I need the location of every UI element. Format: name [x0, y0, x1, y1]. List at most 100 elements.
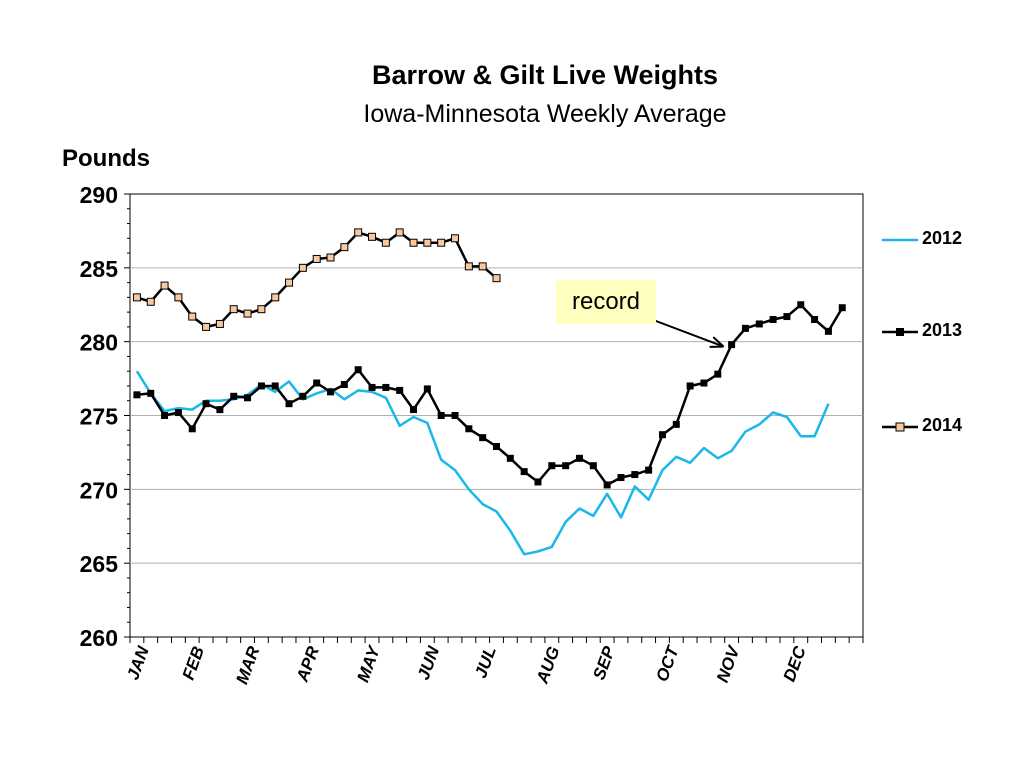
record-annotation: record — [556, 280, 656, 324]
series-line-2013 — [136, 303, 844, 487]
data-point-2013 — [548, 462, 556, 470]
data-point-2014 — [243, 309, 252, 318]
data-point-2013 — [797, 301, 805, 309]
data-point-2013 — [506, 454, 514, 462]
data-point-2013 — [783, 313, 791, 321]
data-point-2013 — [354, 366, 362, 374]
data-point-2013 — [658, 431, 666, 439]
data-point-2014 — [285, 278, 294, 287]
data-point-2013 — [575, 454, 583, 462]
data-point-2013 — [451, 412, 459, 419]
legend-label-2013: 2013 — [922, 320, 963, 340]
data-point-2014 — [188, 312, 197, 321]
data-point-2013 — [368, 383, 376, 391]
y-tick-label: 260 — [80, 625, 118, 651]
x-month-label: AUG — [532, 644, 563, 687]
data-point-2013 — [700, 379, 708, 387]
data-point-2013 — [479, 434, 487, 442]
data-point-2013 — [423, 385, 431, 393]
y-tick-label: 275 — [80, 404, 119, 430]
y-tick-label: 270 — [80, 477, 118, 503]
data-point-2013 — [382, 383, 390, 391]
data-point-2013 — [188, 425, 196, 433]
series-line-2012 — [135, 370, 830, 556]
x-month-label: JUL — [471, 644, 500, 681]
data-point-2014 — [202, 322, 211, 331]
x-month-label: MAY — [353, 642, 384, 684]
data-point-2014 — [312, 254, 321, 263]
data-point-2014 — [146, 297, 155, 306]
data-point-2014 — [464, 262, 473, 271]
legend-item-2013: 2013 — [880, 320, 1020, 344]
data-point-2013 — [410, 406, 418, 414]
legend-swatch-2014 — [882, 422, 918, 432]
data-point-2014 — [298, 263, 307, 272]
data-point-2014 — [492, 274, 501, 283]
data-point-2014 — [340, 243, 349, 252]
data-point-2013 — [285, 400, 293, 408]
data-point-2013 — [396, 386, 404, 394]
y-tick-label: 290 — [80, 182, 118, 208]
data-point-2014 — [437, 238, 446, 247]
data-point-2013 — [216, 406, 224, 414]
data-point-2014 — [174, 293, 183, 302]
annotation-arrowhead — [709, 336, 725, 348]
data-point-2013 — [147, 389, 155, 397]
data-point-2013 — [714, 370, 722, 378]
data-point-2013 — [838, 304, 846, 312]
data-point-2014 — [354, 228, 363, 237]
data-point-2013 — [244, 394, 252, 402]
y-tick-label: 280 — [80, 330, 118, 356]
y-tick-label: 265 — [80, 551, 119, 577]
data-point-2013 — [257, 382, 265, 390]
data-point-2013 — [271, 382, 279, 390]
legend-item-2012: 2012 — [880, 228, 1020, 252]
x-month-label: DEC — [780, 643, 810, 684]
data-point-2013 — [672, 420, 680, 428]
data-point-2014 — [368, 232, 377, 241]
data-point-2013 — [645, 466, 653, 474]
x-month-label: SEP — [589, 643, 619, 682]
data-point-2013 — [493, 443, 500, 451]
data-point-2014 — [381, 238, 390, 247]
data-point-2014 — [257, 305, 266, 314]
legend-item-2014: 2014 — [880, 415, 1020, 439]
x-month-label: MAR — [232, 643, 263, 687]
data-point-2014 — [215, 319, 224, 328]
data-point-2014 — [478, 262, 487, 271]
chart-title: Barrow & Gilt Live Weights — [371, 60, 719, 90]
data-point-2013 — [230, 392, 238, 400]
data-point-2014 — [395, 228, 404, 237]
data-point-2013 — [520, 468, 528, 476]
data-point-2013 — [824, 327, 832, 335]
x-month-label: JUN — [414, 643, 444, 682]
legend-swatch-2013 — [882, 328, 918, 336]
chart-subtitle: Iowa-Minnesota Weekly Average — [363, 100, 727, 128]
data-point-2014 — [409, 238, 418, 247]
data-point-2013 — [562, 462, 570, 470]
annotation-arrow — [647, 317, 724, 348]
x-month-label: APR — [292, 643, 323, 685]
x-month-label: NOV — [713, 642, 744, 685]
data-point-2013 — [603, 481, 611, 489]
x-month-label: FEB — [179, 644, 208, 682]
data-point-2013 — [465, 425, 473, 433]
data-point-2013 — [133, 391, 141, 399]
data-point-2014 — [423, 238, 432, 247]
legend-swatch-2012 — [882, 238, 918, 242]
data-point-2013 — [811, 316, 819, 324]
legend-label-2012: 2012 — [922, 228, 963, 248]
data-point-2013 — [728, 341, 736, 349]
data-point-2014 — [326, 253, 335, 262]
x-month-label: OCT — [652, 642, 683, 684]
data-point-2014 — [229, 305, 238, 314]
data-point-2013 — [589, 462, 597, 470]
data-point-2013 — [340, 380, 348, 388]
data-point-2013 — [686, 382, 694, 390]
data-point-2013 — [755, 320, 763, 328]
y-tick-label: 285 — [80, 256, 119, 282]
data-point-2013 — [617, 474, 625, 482]
x-month-label: JAN — [123, 643, 153, 682]
data-point-2013 — [631, 471, 639, 479]
data-point-2013 — [161, 412, 169, 419]
